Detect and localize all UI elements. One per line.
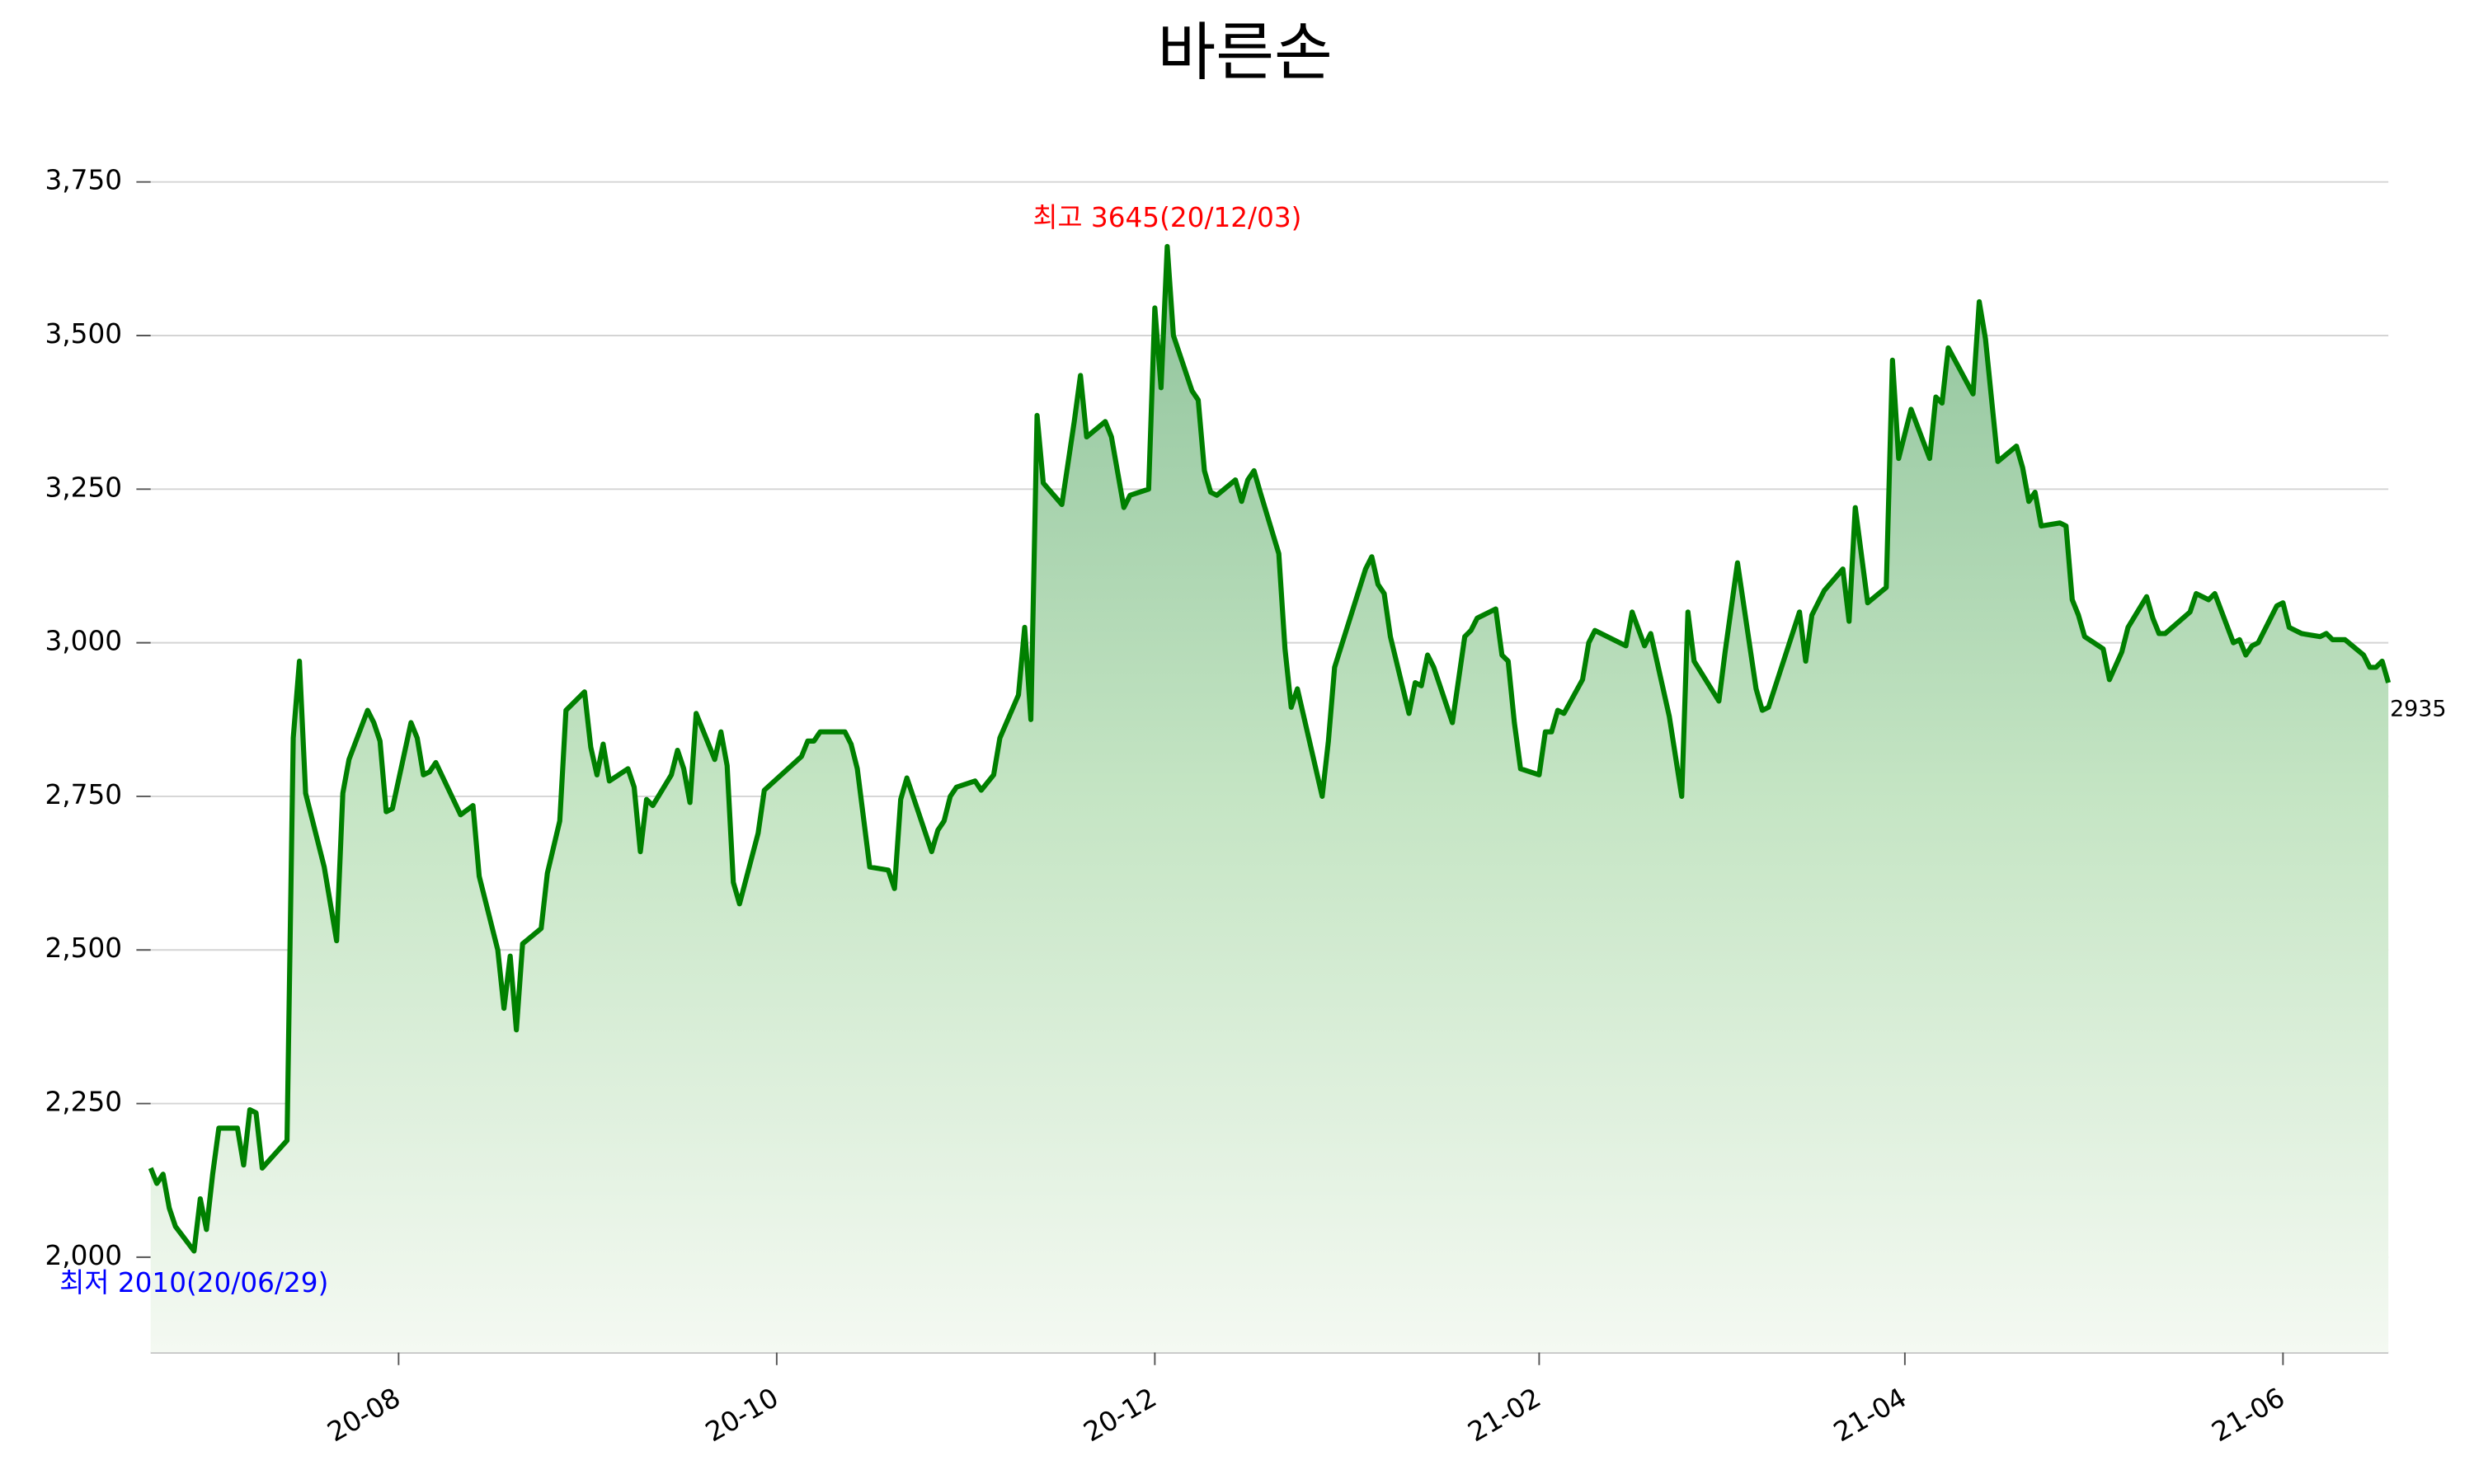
x-tick-label: 21-04 [1828,1382,1912,1448]
annotation: 최저 2010(20/06/29) [59,1267,328,1298]
area [150,246,2389,1353]
price-line [148,243,2392,1254]
y-tick-label: 3,000 [45,626,122,657]
x-tick-label: 21-06 [2207,1382,2290,1448]
x-tick-label: 20-12 [1079,1382,1162,1448]
y-tick-label: 2,000 [45,1240,122,1271]
y-tick-label: 2,750 [45,779,122,810]
annotation: 최고 3645(20/12/03) [1032,202,1301,233]
annotation: 2935 [2390,696,2446,721]
y-tick-label: 3,250 [45,472,122,503]
x-tick-label: 20-08 [322,1382,406,1448]
y-tick-label: 3,500 [45,318,122,350]
chart-title: 바른손 [1157,16,1332,90]
y-tick-label: 2,250 [45,1087,122,1118]
y-tick-label: 3,750 [45,165,122,196]
x-tick-label: 20-10 [700,1382,783,1448]
y-tick-label: 2,500 [45,932,122,964]
x-tick-label: 21-02 [1463,1382,1546,1448]
